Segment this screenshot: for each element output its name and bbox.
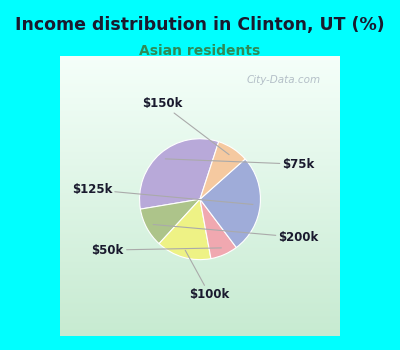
Wedge shape: [140, 199, 200, 244]
Wedge shape: [200, 199, 236, 259]
Wedge shape: [140, 139, 219, 209]
Wedge shape: [200, 159, 260, 247]
Text: $125k: $125k: [72, 183, 253, 204]
Text: City-Data.com: City-Data.com: [247, 75, 321, 85]
Text: Income distribution in Clinton, UT (%): Income distribution in Clinton, UT (%): [15, 16, 385, 34]
Text: Asian residents: Asian residents: [139, 44, 261, 58]
Text: $75k: $75k: [165, 158, 315, 171]
Text: $150k: $150k: [142, 97, 229, 155]
Wedge shape: [159, 199, 211, 260]
Text: $100k: $100k: [185, 250, 230, 301]
Text: $200k: $200k: [153, 224, 319, 244]
Text: $50k: $50k: [92, 244, 221, 257]
Wedge shape: [200, 142, 245, 199]
